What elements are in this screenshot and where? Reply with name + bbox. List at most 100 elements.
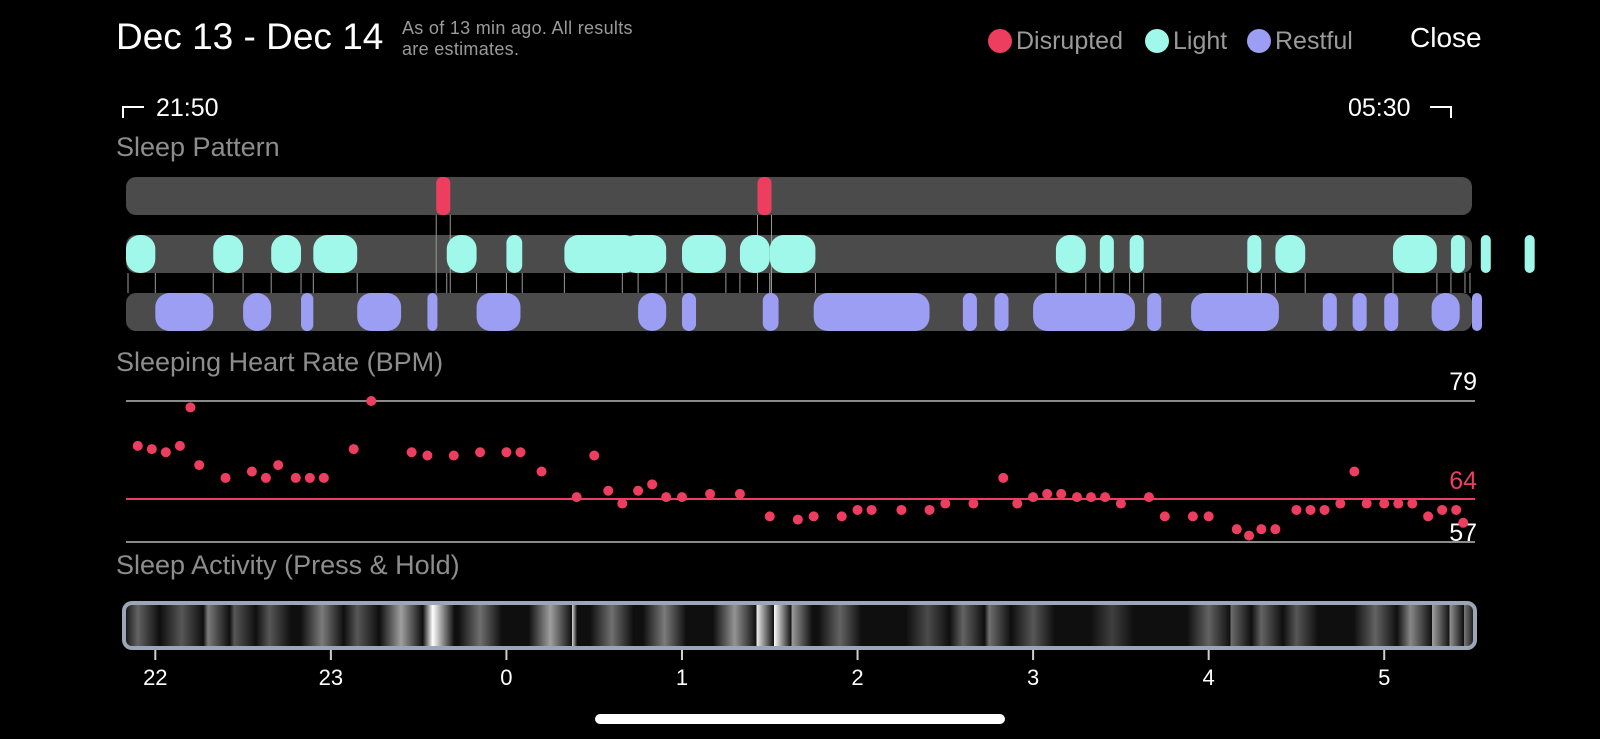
- hr-point: [536, 466, 547, 477]
- date-range-title: Dec 13 - Dec 14: [116, 16, 384, 57]
- restful-segment: [427, 293, 438, 331]
- restful-dot-icon: [1247, 29, 1271, 53]
- sleep-activity-strip[interactable]: 22 23 0 1 2 3 4 5: [122, 601, 1477, 690]
- hr-point: [1100, 492, 1111, 503]
- light-segment: [1392, 235, 1437, 273]
- restful-segment: [638, 293, 667, 331]
- hr-point: [896, 504, 907, 515]
- light-segment: [213, 235, 244, 273]
- light-segment: [622, 235, 667, 273]
- hr-point: [589, 450, 600, 461]
- sleep-activity-title: Sleep Activity (Press & Hold): [116, 550, 460, 580]
- hr-point: [220, 472, 231, 483]
- hr-point: [1115, 498, 1126, 509]
- hr-point: [1056, 488, 1067, 499]
- hr-point: [1270, 524, 1281, 535]
- hr-point: [1042, 488, 1053, 499]
- hr-point: [764, 511, 775, 522]
- light-segment: [564, 235, 639, 273]
- restful-segment: [962, 293, 977, 331]
- restful-segment: [1191, 293, 1279, 331]
- tick-label: 3: [1027, 665, 1039, 690]
- hr-point: [1256, 524, 1267, 535]
- tick-label: 5: [1378, 665, 1390, 690]
- hr-point: [1319, 504, 1330, 515]
- sleep-pattern-title: Sleep Pattern: [116, 132, 280, 162]
- light-segment: [126, 235, 156, 273]
- estimate-note-line1: As of 13 min ago. All results: [402, 18, 633, 38]
- hr-point: [1143, 492, 1154, 503]
- hr-point: [290, 472, 301, 483]
- light-segment: [681, 235, 726, 273]
- hr-point: [1028, 492, 1039, 503]
- hr-point: [366, 396, 377, 406]
- legend-disrupted: Disrupted: [988, 24, 1123, 58]
- hr-point: [194, 460, 205, 471]
- tick-label: 1: [676, 665, 688, 690]
- light-segment: [1275, 235, 1306, 273]
- light-segment: [1450, 235, 1465, 273]
- tick-label: 23: [319, 665, 343, 690]
- hr-point: [866, 504, 877, 515]
- hr-point: [1393, 498, 1404, 509]
- light-segment: [1480, 235, 1491, 273]
- restful-segment: [813, 293, 930, 331]
- restful-segment: [1352, 293, 1367, 331]
- light-segment: [1099, 235, 1114, 273]
- hr-point: [318, 472, 329, 483]
- activity-strip[interactable]: [122, 601, 1477, 650]
- legend-label: Disrupted: [1016, 26, 1123, 55]
- light-segment: [1129, 235, 1144, 273]
- restful-segment: [1431, 293, 1460, 331]
- hr-point: [734, 488, 745, 499]
- hr-point: [348, 444, 359, 455]
- light-segment: [446, 235, 477, 273]
- hr-point: [633, 485, 644, 496]
- hr-point: [246, 466, 257, 477]
- hr-point: [132, 440, 143, 451]
- light-segment: [769, 235, 816, 273]
- hr-point: [185, 402, 196, 413]
- hr-point: [1437, 504, 1448, 515]
- hr-point: [160, 447, 171, 458]
- hr-point: [1335, 498, 1346, 509]
- disrupted-dot-icon: [988, 29, 1012, 53]
- tick-label: 0: [500, 665, 512, 690]
- hr-point: [260, 472, 271, 483]
- hr-point: [1012, 498, 1023, 509]
- hr-point: [571, 492, 582, 503]
- hr-point: [475, 447, 486, 458]
- light-segment: [1524, 235, 1535, 273]
- light-segment: [1247, 235, 1262, 273]
- hr-point: [705, 488, 716, 499]
- hr-point: [174, 440, 185, 451]
- hr-point: [448, 450, 459, 461]
- estimate-note: As of 13 min ago. All results are estima…: [402, 18, 702, 60]
- tick-label: 4: [1203, 665, 1215, 690]
- disrupted-segment: [436, 177, 451, 215]
- hr-point: [304, 472, 315, 483]
- restful-segment: [357, 293, 402, 331]
- home-indicator[interactable]: [595, 714, 1005, 724]
- hr-point: [924, 504, 935, 515]
- hr-point: [1451, 504, 1462, 515]
- hr-point: [1458, 517, 1469, 528]
- hr-point: [676, 492, 687, 503]
- close-button[interactable]: Close: [1410, 22, 1482, 53]
- hr-point: [1407, 498, 1418, 509]
- range-start-time: 21:50: [156, 94, 219, 122]
- restful-segment: [1384, 293, 1399, 331]
- restful-segment: [155, 293, 214, 331]
- hr-point: [146, 444, 157, 455]
- hr-point: [1305, 504, 1316, 515]
- hr-point: [1291, 504, 1302, 515]
- legend-restful: Restful: [1247, 24, 1353, 58]
- hr-point: [1349, 466, 1360, 477]
- tick-label: 2: [851, 665, 863, 690]
- restful-segment: [681, 293, 697, 331]
- range-start-bracket-icon: [122, 106, 144, 118]
- hr-point: [1203, 511, 1214, 522]
- legend-label: Light: [1173, 26, 1228, 55]
- hr-point: [1231, 524, 1242, 535]
